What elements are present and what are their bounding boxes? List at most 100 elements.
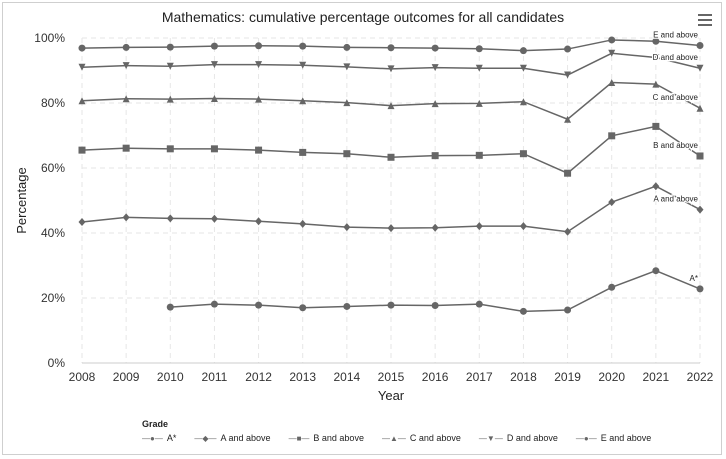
data-point[interactable] (652, 267, 660, 275)
data-point[interactable] (255, 146, 263, 154)
legend-item[interactable]: —◆— A and above (194, 433, 270, 443)
x-tick-label: 2011 (202, 370, 228, 384)
data-point[interactable] (431, 64, 439, 72)
data-point[interactable] (475, 64, 483, 72)
data-point[interactable] (122, 144, 130, 152)
data-point[interactable] (608, 49, 616, 57)
data-point[interactable] (564, 45, 572, 53)
data-point[interactable] (696, 41, 704, 49)
legend-title: Grade (142, 419, 169, 429)
data-point[interactable] (519, 222, 527, 231)
data-point[interactable] (78, 217, 86, 226)
data-point[interactable] (343, 150, 351, 158)
data-point[interactable] (122, 95, 130, 103)
data-point[interactable] (299, 42, 307, 50)
data-point[interactable] (696, 205, 704, 214)
data-point[interactable] (475, 300, 483, 308)
data-point[interactable] (299, 61, 307, 69)
data-point[interactable] (387, 153, 395, 161)
data-point[interactable] (608, 36, 616, 44)
chart-title: Mathematics: cumulative percentage outco… (161, 9, 565, 25)
data-point[interactable] (387, 65, 395, 73)
data-point[interactable] (564, 169, 572, 177)
data-point[interactable] (78, 97, 86, 105)
legend-item[interactable]: —●— A* (142, 433, 176, 443)
data-point[interactable] (166, 303, 174, 311)
data-point[interactable] (166, 95, 174, 103)
legend-items: —●— A* —◆— A and above —■— B and above —▲— C an… (142, 433, 651, 443)
data-point[interactable] (696, 152, 704, 160)
data-point[interactable] (255, 95, 263, 103)
data-point[interactable] (210, 42, 218, 50)
legend-item[interactable]: —■— B and above (289, 433, 364, 443)
data-point[interactable] (519, 150, 527, 158)
data-point[interactable] (519, 47, 527, 55)
data-point[interactable] (564, 71, 572, 79)
data-point[interactable] (652, 182, 660, 191)
data-point[interactable] (696, 104, 704, 112)
data-point[interactable] (475, 99, 483, 107)
data-point[interactable] (255, 301, 263, 309)
data-point[interactable] (387, 301, 395, 309)
data-point[interactable] (210, 61, 218, 69)
data-point[interactable] (564, 306, 572, 314)
data-point[interactable] (652, 122, 660, 130)
data-point[interactable] (343, 223, 351, 232)
data-point[interactable] (122, 43, 130, 51)
data-point[interactable] (608, 132, 616, 140)
data-point[interactable] (210, 145, 218, 153)
data-point[interactable] (299, 148, 307, 156)
data-point[interactable] (122, 62, 130, 70)
data-point[interactable] (696, 64, 704, 72)
data-point[interactable] (387, 44, 395, 52)
data-point[interactable] (652, 80, 660, 88)
data-point[interactable] (166, 214, 174, 223)
data-point[interactable] (343, 43, 351, 51)
data-point[interactable] (519, 98, 527, 106)
data-point[interactable] (519, 64, 527, 72)
data-point[interactable] (210, 300, 218, 308)
data-point[interactable] (299, 304, 307, 312)
data-point[interactable] (475, 222, 483, 231)
data-point[interactable] (608, 198, 616, 207)
data-point[interactable] (608, 283, 616, 291)
data-point[interactable] (608, 79, 616, 87)
data-point[interactable] (255, 217, 263, 226)
data-point[interactable] (431, 152, 439, 160)
data-point[interactable] (122, 213, 130, 222)
data-point[interactable] (166, 43, 174, 51)
data-point[interactable] (78, 44, 86, 52)
data-point[interactable] (210, 94, 218, 102)
legend-item[interactable]: —▲— C and above (382, 433, 461, 443)
data-point[interactable] (475, 45, 483, 53)
data-point[interactable] (387, 224, 395, 233)
data-point[interactable] (343, 99, 351, 107)
data-point[interactable] (343, 302, 351, 310)
data-point[interactable] (255, 42, 263, 50)
data-point[interactable] (652, 54, 660, 61)
data-point[interactable] (299, 97, 307, 105)
legend-item[interactable]: —▼— D and above (479, 433, 558, 443)
data-point[interactable] (387, 102, 395, 110)
data-point[interactable] (299, 219, 307, 228)
data-point[interactable] (431, 301, 439, 309)
data-point[interactable] (431, 223, 439, 232)
data-point[interactable] (78, 63, 86, 71)
data-point[interactable] (431, 100, 439, 108)
x-tick-label: 2016 (422, 370, 449, 384)
legend-item[interactable]: —●— E and above (576, 433, 651, 443)
data-point[interactable] (519, 307, 527, 315)
data-point[interactable] (652, 37, 660, 45)
data-point[interactable] (78, 146, 86, 154)
data-point[interactable] (564, 115, 572, 123)
data-point[interactable] (431, 44, 439, 52)
hamburger-menu-icon[interactable] (698, 14, 712, 26)
data-point[interactable] (166, 145, 174, 153)
data-point[interactable] (166, 62, 174, 70)
data-point[interactable] (475, 151, 483, 159)
data-point[interactable] (255, 61, 263, 69)
data-point[interactable] (210, 214, 218, 223)
data-point[interactable] (696, 285, 704, 293)
data-point[interactable] (343, 63, 351, 71)
data-point[interactable] (564, 227, 572, 236)
